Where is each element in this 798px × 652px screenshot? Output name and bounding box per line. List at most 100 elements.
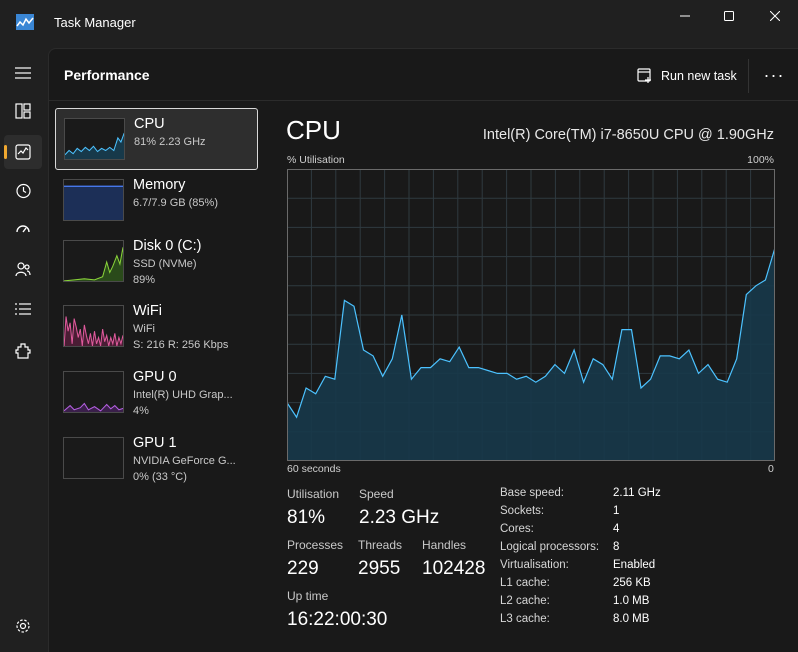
nav-processes[interactable]	[4, 94, 42, 128]
gpu-0-thumbnail	[63, 371, 124, 413]
cpu-utilisation-graph	[287, 169, 775, 461]
close-icon	[770, 11, 780, 21]
resource-name: Disk 0 (C:)	[133, 238, 202, 254]
uptime-value: 16:22:00:30	[287, 609, 388, 630]
details-icon	[15, 303, 31, 315]
spec-value: 8	[613, 541, 620, 553]
spec-value: 1.0 MB	[613, 595, 650, 607]
spec-label: Base speed:	[500, 487, 564, 499]
run-task-icon	[637, 68, 651, 83]
disk-thumbnail	[63, 240, 124, 282]
spec-label: L1 cache:	[500, 577, 550, 589]
navigation-rail	[0, 48, 44, 652]
nav-settings[interactable]	[4, 609, 42, 643]
utilisation-area	[287, 247, 775, 461]
resource-detail: WiFi	[133, 323, 155, 335]
resource-gpu-0[interactable]: GPU 0 Intel(R) UHD Grap... 4%	[55, 362, 258, 424]
minimize-icon	[680, 15, 690, 17]
resource-detail: Intel(R) UHD Grap...	[133, 389, 233, 401]
task-manager-app-icon	[16, 14, 34, 30]
graph-border	[287, 169, 775, 461]
handles-value: 102428	[422, 558, 486, 579]
app-history-icon	[16, 183, 31, 199]
speed-label: Speed	[359, 487, 394, 501]
processes-value: 229	[287, 558, 319, 579]
utilisation-label: Utilisation	[287, 487, 340, 501]
toolbar-separator	[748, 59, 749, 93]
resource-detail: NVIDIA GeForce G...	[133, 455, 236, 467]
resource-detail: 0% (33 °C)	[133, 471, 187, 483]
resource-name: GPU 0	[133, 369, 177, 385]
resource-name: GPU 1	[133, 435, 177, 451]
processes-icon	[15, 103, 31, 119]
performance-icon	[15, 144, 31, 160]
spec-value: 8.0 MB	[613, 613, 650, 625]
processes-label: Processes	[287, 538, 344, 552]
nav-users[interactable]	[4, 252, 42, 286]
spec-value: 256 KB	[613, 577, 651, 589]
startup-apps-icon	[16, 225, 30, 233]
nav-startup-apps[interactable]	[4, 213, 42, 247]
x-axis-right-label: 0	[768, 463, 774, 475]
resource-detail: SSD (NVMe)	[133, 258, 197, 270]
active-indicator	[4, 145, 7, 159]
more-options-button[interactable]: ···	[761, 63, 787, 87]
resource-detail: 89%	[133, 274, 156, 286]
nav-performance[interactable]	[4, 135, 42, 169]
y-axis-max-label: 100%	[747, 154, 774, 166]
nav-app-history[interactable]	[4, 174, 42, 208]
minimize-button[interactable]	[662, 0, 708, 32]
header-divider	[49, 100, 798, 101]
x-axis-left-label: 60 seconds	[287, 463, 341, 475]
resource-disk-0[interactable]: Disk 0 (C:) SSD (NVMe) 89%	[55, 231, 258, 293]
settings-icon	[16, 619, 30, 633]
utilisation-line	[287, 247, 775, 419]
resource-wifi[interactable]: WiFi WiFi S: 216 R: 256 Kbps	[55, 296, 258, 358]
nav-services[interactable]	[4, 334, 42, 368]
wifi-thumbnail	[63, 305, 124, 347]
gpu-1-thumbnail	[63, 437, 124, 479]
detail-title: CPU	[286, 115, 341, 145]
spec-label: Cores:	[500, 523, 534, 535]
y-axis-label: % Utilisation	[287, 154, 345, 166]
more-icon: ···	[763, 64, 785, 85]
resource-name: WiFi	[133, 303, 162, 319]
users-icon	[15, 262, 31, 277]
page-title: Performance	[64, 67, 150, 83]
resource-name: CPU	[134, 116, 165, 132]
spec-label: L3 cache:	[500, 613, 550, 625]
cpu-thumbnail	[64, 118, 125, 160]
cpu-model: Intel(R) Core(TM) i7-8650U CPU @ 1.90GHz	[482, 127, 774, 143]
menu-icon	[15, 67, 31, 79]
resource-cpu[interactable]: CPU 81% 2.23 GHz	[55, 108, 258, 170]
maximize-icon	[724, 11, 734, 21]
services-icon	[15, 343, 31, 359]
memory-thumbnail	[63, 179, 124, 221]
resource-memory[interactable]: Memory 6.7/7.9 GB (85%)	[55, 170, 258, 232]
run-new-task-button[interactable]: Run new task	[637, 65, 737, 87]
maximize-button[interactable]	[706, 0, 752, 32]
utilisation-value: 81%	[287, 507, 326, 528]
resource-gpu-1[interactable]: GPU 1 NVIDIA GeForce G... 0% (33 °C)	[55, 428, 258, 490]
hamburger-menu-button[interactable]	[4, 56, 42, 90]
nav-details[interactable]	[4, 292, 42, 326]
threads-label: Threads	[358, 538, 403, 552]
main-panel: Performance Run new task ··· CPU 81% 2.2…	[48, 48, 798, 652]
resource-detail: 81% 2.23 GHz	[134, 136, 206, 148]
window-title: Task Manager	[54, 15, 136, 30]
handles-label: Handles	[422, 538, 467, 552]
threads-value: 2955	[358, 558, 401, 579]
resource-detail: S: 216 R: 256 Kbps	[133, 339, 229, 351]
run-new-task-label: Run new task	[661, 69, 737, 83]
resource-detail: 6.7/7.9 GB (85%)	[133, 197, 218, 209]
speed-value: 2.23 GHz	[359, 507, 440, 528]
resource-name: Memory	[133, 177, 186, 193]
close-button[interactable]	[752, 0, 798, 32]
title-bar: Task Manager	[0, 0, 798, 48]
resource-detail: 4%	[133, 405, 149, 417]
spec-value: 2.11 GHz	[613, 487, 661, 499]
uptime-label: Up time	[287, 589, 329, 603]
spec-value: 4	[613, 523, 620, 535]
spec-label: L2 cache:	[500, 595, 550, 607]
spec-label: Logical processors:	[500, 541, 600, 553]
